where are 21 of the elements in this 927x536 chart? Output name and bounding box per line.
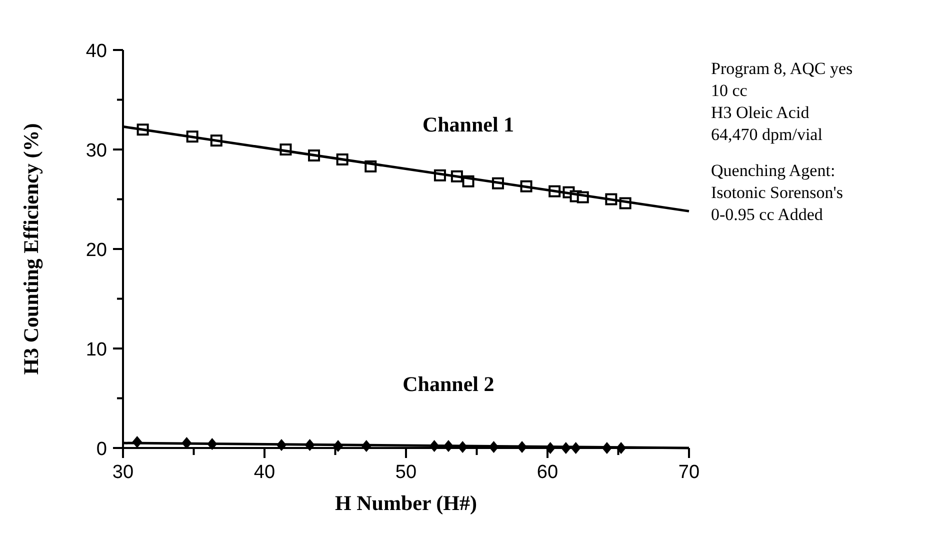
x-axis-title: H Number (H#)	[335, 491, 477, 515]
y-tick-label: 0	[96, 439, 107, 460]
x-tick-label: 50	[395, 462, 417, 483]
y-tick-label: 30	[86, 140, 107, 162]
series-label: Channel 1	[422, 112, 514, 136]
x-tick-label: 70	[678, 462, 700, 483]
y-tick-label: 10	[86, 340, 107, 360]
y-axis-title: H3 Counting Efficiency (%)	[19, 123, 43, 375]
y-tick-label: 20	[86, 240, 107, 261]
x-tick-label: 60	[536, 462, 558, 483]
text: Quenching Agent:	[711, 161, 836, 180]
text: 0-0.95 cc Added	[711, 205, 824, 224]
x-tick-label: 40	[254, 462, 276, 483]
text: Channel 2	[402, 372, 494, 396]
y-tick-label: 40	[86, 41, 107, 62]
text: Program 8, AQC yes	[711, 59, 853, 78]
text: 64,470 dpm/vial	[711, 125, 823, 144]
text: 10 cc	[711, 81, 748, 100]
x-tick-label: 30	[112, 462, 134, 483]
text: H3 Oleic Acid	[711, 103, 810, 122]
text: Isotonic Sorenson's	[711, 183, 843, 202]
